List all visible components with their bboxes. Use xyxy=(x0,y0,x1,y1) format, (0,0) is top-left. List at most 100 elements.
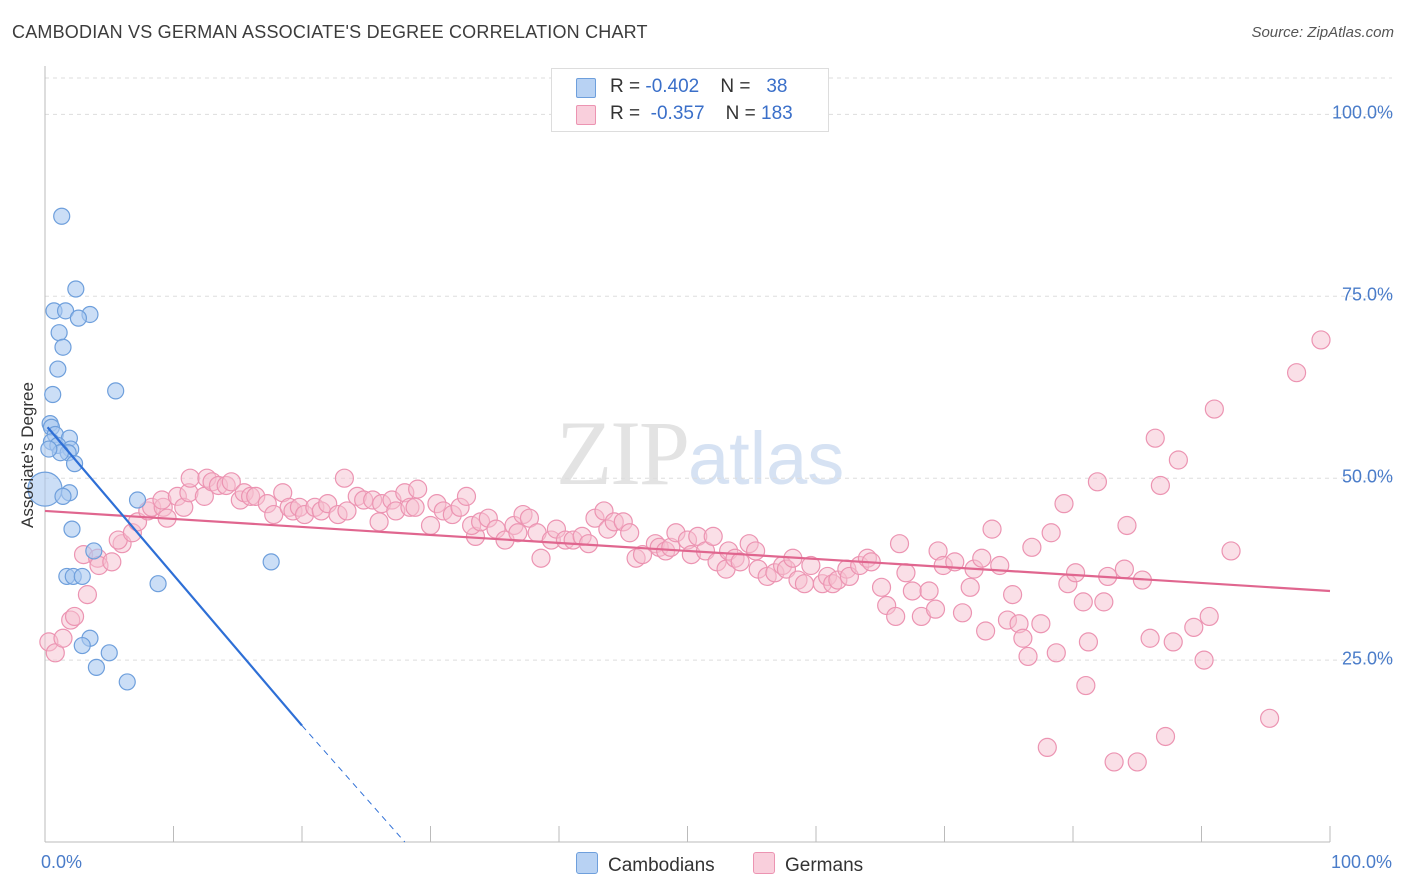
y-axis-label: Associate's Degree xyxy=(18,382,37,528)
cambodian-point xyxy=(107,382,125,400)
german-point xyxy=(531,548,551,568)
german-point xyxy=(77,585,98,605)
german-point xyxy=(102,552,122,572)
german-point xyxy=(1094,592,1114,612)
y-tick-label: 75.0% xyxy=(1341,284,1393,305)
german-point xyxy=(1037,737,1057,758)
german-point xyxy=(420,515,441,536)
german-point xyxy=(264,504,284,525)
cambodian-point xyxy=(44,385,62,404)
german-point xyxy=(1018,646,1038,667)
german-point xyxy=(1163,632,1183,652)
trend-lines xyxy=(44,426,1331,843)
cambodian-point xyxy=(85,542,103,560)
x-tick-label: 0.0% xyxy=(41,852,83,872)
german-point xyxy=(1078,632,1099,652)
german-point xyxy=(896,563,916,583)
legend-r-label: R = xyxy=(610,103,646,124)
german-point xyxy=(632,544,653,565)
cambodian-point xyxy=(67,280,85,298)
german-point xyxy=(1022,537,1042,557)
cambodian-point xyxy=(73,636,91,655)
german-point xyxy=(180,468,200,488)
correlation-legend: R = -0.402 N = 38 R = -0.357 N = 183 xyxy=(551,68,829,132)
german-point xyxy=(801,555,821,576)
y-tick-label: 100.0% xyxy=(1331,102,1393,123)
cambodian-point xyxy=(50,324,68,342)
cambodian-point xyxy=(63,520,81,538)
german-point xyxy=(952,603,973,623)
bottom-legend-swatch-germans xyxy=(753,852,775,874)
bottom-legend-germans: Germans xyxy=(753,852,863,877)
x-tick-label: 100.0% xyxy=(1330,852,1392,872)
cambodian-point xyxy=(262,553,280,571)
german-point xyxy=(1073,592,1093,612)
german-point xyxy=(408,479,428,499)
german-point xyxy=(369,512,389,532)
german-point xyxy=(1104,752,1124,772)
german-point xyxy=(1199,606,1219,627)
german-point xyxy=(794,574,815,594)
cambodian-point xyxy=(73,567,91,586)
legend-r-value-germans: -0.357 xyxy=(650,103,705,124)
german-point xyxy=(1221,541,1241,561)
german-point xyxy=(1065,563,1086,583)
german-point xyxy=(508,523,528,543)
german-point xyxy=(982,519,1002,539)
bottom-legend-label-germans: Germans xyxy=(785,855,864,876)
german-point xyxy=(1114,559,1135,579)
cambodian-point xyxy=(65,455,84,473)
german-point xyxy=(1013,628,1033,648)
axes xyxy=(44,66,1331,843)
german-point xyxy=(703,526,723,547)
source-label: Source: ZipAtlas.com xyxy=(1251,24,1394,41)
german-point xyxy=(1145,428,1165,448)
german-point xyxy=(334,468,355,488)
german-point xyxy=(1260,708,1280,728)
cambodian-point xyxy=(118,673,136,691)
german-point xyxy=(1117,515,1137,536)
german-point xyxy=(620,523,640,543)
legend-swatch-cambodians xyxy=(576,78,596,98)
cambodian-point xyxy=(54,338,72,356)
german-point xyxy=(871,577,892,597)
legend-n-value-cambodians: 38 xyxy=(766,76,788,97)
german-point xyxy=(53,628,73,648)
cambodian-point xyxy=(87,658,106,676)
german-point xyxy=(1184,617,1204,637)
cambodian-point xyxy=(49,360,67,378)
german-point xyxy=(1041,523,1061,543)
watermark: ZIPatlas xyxy=(556,400,844,506)
cambodians-trend-line xyxy=(46,426,303,727)
german-point xyxy=(405,497,425,517)
cambodians-trend-extension xyxy=(301,725,406,843)
german-point xyxy=(1168,450,1188,470)
german-point xyxy=(1054,494,1074,514)
legend-n-label: N = xyxy=(720,76,756,97)
german-point xyxy=(337,501,357,521)
german-point xyxy=(1031,614,1051,634)
legend-r-value-cambodians: -0.402 xyxy=(645,76,700,97)
bottom-legend-cambodians: Cambodians xyxy=(576,852,715,877)
german-point xyxy=(886,606,906,627)
german-point xyxy=(889,534,910,554)
german-point xyxy=(1286,363,1307,383)
german-point xyxy=(960,577,980,597)
chart-title: CAMBODIAN VS GERMAN ASSOCIATE'S DEGREE C… xyxy=(12,22,648,42)
germans-trend-line xyxy=(44,509,1331,593)
german-point xyxy=(972,548,992,568)
german-point xyxy=(1046,643,1066,663)
watermark-zip: ZIP xyxy=(556,402,690,504)
cambodian-point xyxy=(53,207,71,225)
legend-n-value-germans: 183 xyxy=(761,103,793,124)
german-point xyxy=(730,552,750,572)
german-point xyxy=(221,472,241,492)
cambodian-point xyxy=(149,575,167,593)
german-point xyxy=(1194,650,1214,670)
y-tick-label: 50.0% xyxy=(1341,466,1393,487)
german-point xyxy=(1150,475,1170,496)
bottom-legend-swatch-cambodians xyxy=(576,852,598,874)
cambodian-point xyxy=(100,644,118,662)
cambodian-point xyxy=(128,491,147,509)
legend-r-label: R = xyxy=(610,76,646,97)
